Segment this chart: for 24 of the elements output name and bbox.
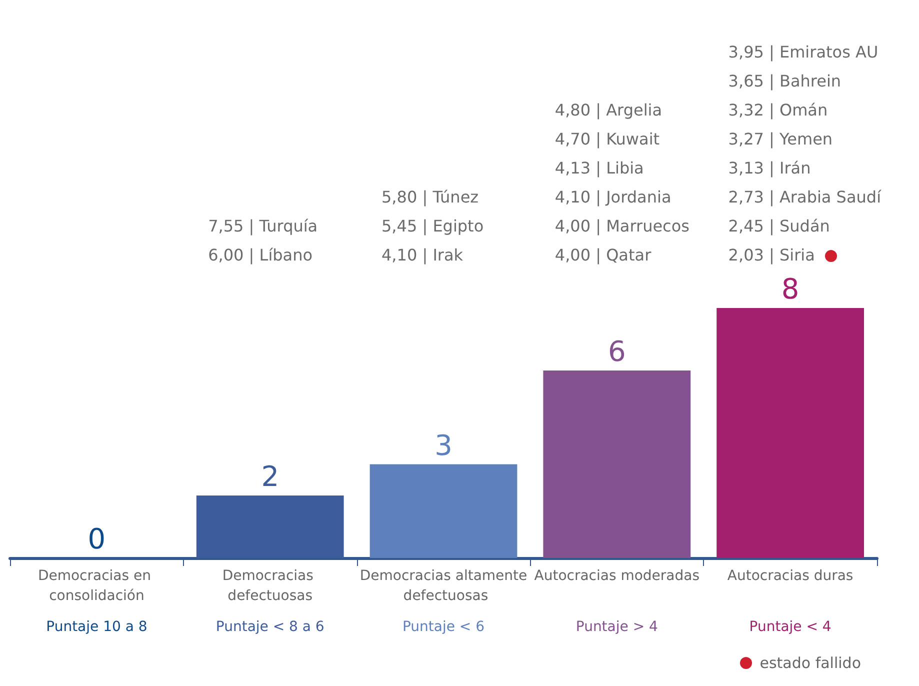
bar	[196, 496, 344, 558]
text: estado fallido	[760, 654, 861, 672]
text: Puntaje < 4	[749, 619, 832, 635]
text: Puntaje > 4	[576, 619, 658, 635]
text: Puntaje < 6	[402, 619, 485, 635]
data-label: 2	[261, 460, 280, 493]
text: 3,95 | Emiratos AU 3,65 | Bahrein 3,32 | Omán 3,27 | Yemen 3,13 | Irán 2,73 | Arabia Saudí 2,45 | Sudán 2,03 | Siria	[728, 42, 882, 264]
bar	[716, 308, 864, 558]
x-tick-label: Autocracias duras	[727, 568, 854, 584]
data-label: 6	[608, 335, 626, 368]
text: 5,80 | Túnez 5,45 | Egipto 4,10 | Irak	[382, 188, 484, 264]
text: 7,55 | Turquía 6,00 | Líbano	[208, 216, 318, 264]
data-label: 3	[434, 428, 452, 462]
text: Puntaje < 8 a 6	[216, 619, 324, 635]
bar	[543, 370, 691, 558]
x-tick-label: Democracias en consolidación	[38, 568, 156, 604]
data-label: 8	[781, 272, 800, 306]
x-tick-label: Democracias altamente defectuosas	[360, 568, 528, 604]
bar	[370, 464, 518, 558]
x-tick-label: Democracias defectuosas	[222, 568, 318, 604]
text: 4,80 | Argelia 4,70 | Kuwait 4,13 | Libia 4,10 | Jordania 4,00 | Marruecos 4,00 | Qatar	[554, 100, 690, 264]
text: Puntaje 10 a 8	[46, 619, 148, 635]
data-label: 0	[88, 522, 106, 556]
x-tick-label: Autocracias moderadas	[534, 568, 700, 584]
